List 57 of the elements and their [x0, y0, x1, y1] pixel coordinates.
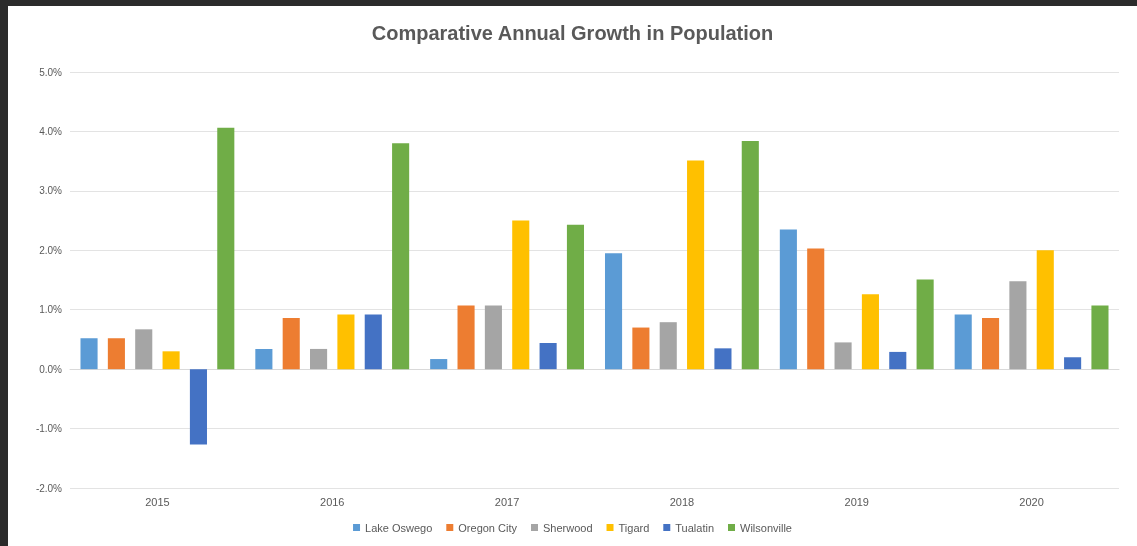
y-tick-label: -2.0% — [35, 482, 63, 494]
bar — [430, 359, 448, 370]
x-tick-label: 2018 — [669, 495, 695, 508]
bar — [604, 253, 623, 370]
bar — [916, 279, 934, 370]
bar — [659, 322, 677, 370]
bar — [310, 348, 328, 370]
bar — [741, 140, 759, 370]
bar — [954, 314, 972, 370]
bar — [364, 314, 382, 370]
bar — [457, 305, 475, 370]
bar — [282, 318, 300, 370]
bar — [512, 220, 530, 370]
legend-label: Oregon City — [458, 521, 518, 534]
bar — [107, 338, 125, 370]
bar — [779, 229, 797, 370]
x-tick-label: 2020 — [1019, 495, 1044, 508]
legend-label: Sherwood — [542, 521, 593, 534]
bar — [714, 348, 732, 370]
legend-label: Wilsonville — [740, 521, 792, 534]
bar — [135, 329, 153, 370]
bar — [217, 127, 235, 370]
bar — [982, 318, 1000, 370]
bar — [632, 327, 650, 370]
bar — [1064, 357, 1082, 370]
bar — [162, 351, 180, 370]
bar — [337, 314, 355, 370]
bar — [1009, 281, 1027, 370]
bar — [484, 305, 502, 370]
bar — [189, 369, 207, 445]
y-tick-label: 4.0% — [39, 125, 63, 137]
legend-label: Lake Oswego — [365, 521, 433, 534]
x-tick-label: 2017 — [494, 495, 520, 508]
bar — [392, 143, 410, 370]
y-tick-label: 2.0% — [39, 244, 63, 256]
bar — [861, 294, 879, 370]
chart-title: Comparative Annual Growth in Population — [371, 22, 774, 44]
bar — [80, 338, 98, 370]
bar — [566, 224, 585, 370]
bar — [807, 248, 825, 370]
bar — [1036, 250, 1054, 370]
x-tick-label: 2019 — [844, 495, 869, 508]
y-tick-label: 0.0% — [39, 363, 63, 375]
bar — [539, 342, 557, 370]
bar — [889, 351, 907, 370]
bar — [255, 348, 273, 370]
bar — [687, 160, 705, 370]
legend-label: Tualatin — [675, 521, 715, 534]
legend-label: Tigard — [618, 521, 650, 534]
x-tick-label: 2015 — [145, 495, 170, 508]
bar — [834, 342, 852, 370]
y-tick-label: 3.0% — [39, 185, 63, 197]
y-tick-label: 1.0% — [39, 304, 63, 316]
y-tick-label: -1.0% — [35, 423, 63, 435]
y-tick-label: 5.0% — [39, 66, 63, 78]
x-tick-label: 2016 — [320, 495, 345, 508]
bar — [1091, 305, 1109, 370]
